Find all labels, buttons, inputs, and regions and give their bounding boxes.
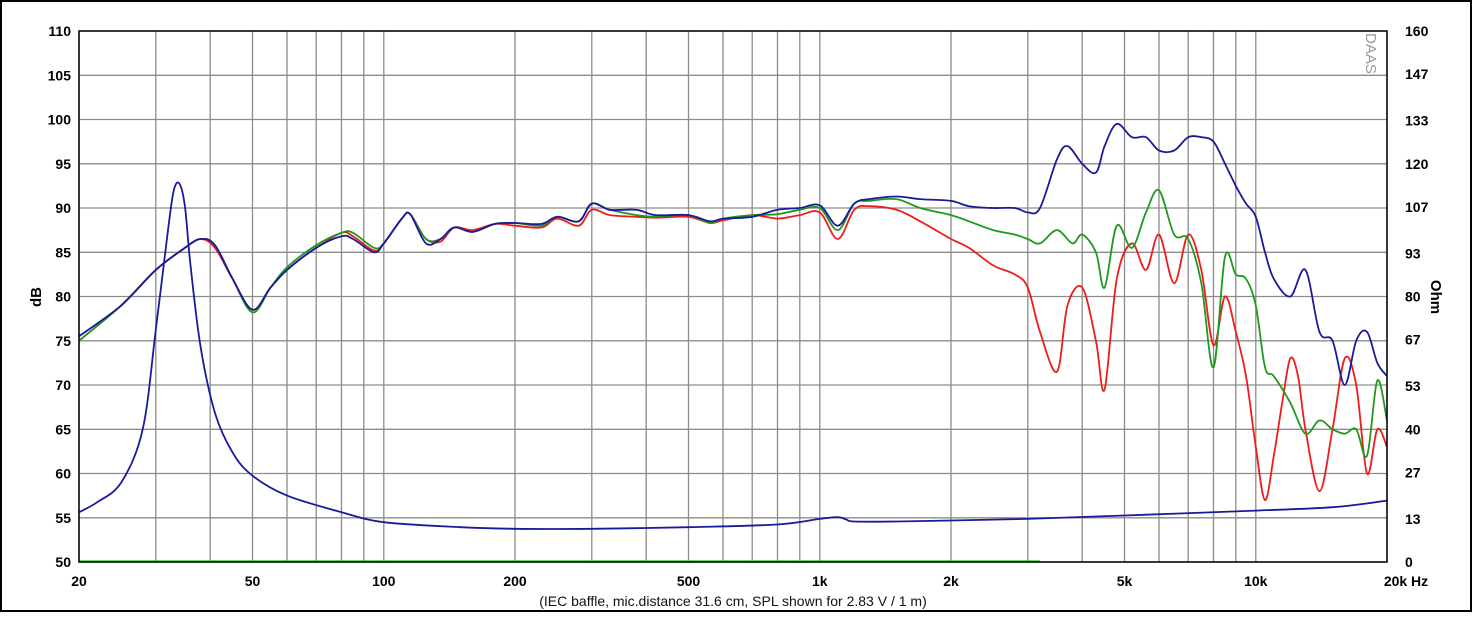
watermark: DAAS	[1362, 33, 1379, 74]
grid	[78, 30, 1388, 563]
y-tick-label: 95	[55, 156, 71, 172]
x-tick-label: 200	[503, 573, 527, 589]
y2-tick-label: 107	[1405, 199, 1429, 215]
y2-tick-label: 147	[1405, 66, 1429, 82]
y2-tick-label: 160	[1405, 23, 1429, 39]
y2-tick-label: 133	[1405, 113, 1429, 129]
y-tick-label: 55	[55, 510, 71, 526]
y-tick-label: 85	[55, 244, 71, 260]
x-tick-label: 1k	[812, 573, 828, 589]
x-tick-label: 10k	[1244, 573, 1268, 589]
x-tick-label: 20k Hz	[1384, 573, 1428, 589]
y2-tick-label: 0	[1405, 554, 1413, 570]
series-spl_green	[79, 188, 1387, 459]
y2-tick-label: 13	[1405, 511, 1421, 527]
y-tick-label: 100	[48, 112, 72, 128]
series-spl_red	[79, 204, 1387, 502]
x-tick-label: 500	[677, 573, 701, 589]
y2-tick-label: 27	[1405, 464, 1421, 480]
y2-axis-label: Ohm	[1427, 280, 1444, 314]
x-tick-label: 5k	[1117, 573, 1133, 589]
x-tick-label: 100	[372, 573, 396, 589]
y2-tick-label: 53	[1405, 378, 1421, 394]
y-tick-label: 90	[55, 200, 71, 216]
y2-tick-labels: 160 147 133 120 107 93 80 67 53 40 27 13 0	[1405, 23, 1429, 570]
y-tick-label: 110	[48, 23, 71, 39]
x-tick-label: 50	[245, 573, 261, 589]
y2-tick-label: 80	[1405, 289, 1421, 305]
y2-tick-label: 120	[1405, 156, 1429, 172]
chart-caption: (IEC baffle, mic.distance 31.6 cm, SPL s…	[539, 593, 927, 609]
x-tick-label: 20	[71, 573, 87, 589]
y-tick-label: 70	[55, 377, 71, 393]
y2-tick-label: 93	[1405, 245, 1421, 261]
y-tick-labels: 110 105 100 95 90 85 80 75 70 65 60 55 50	[48, 23, 72, 570]
y-tick-label: 105	[48, 67, 72, 83]
series-spl_blue	[79, 122, 1387, 386]
x-tick-label: 2k	[943, 573, 959, 589]
y-axis-label: dB	[28, 287, 45, 307]
x-tick-labels: 20 50 100 200 500 1k 2k 5k 10k 20k Hz	[71, 573, 1428, 589]
series-layer	[79, 122, 1387, 562]
y-tick-label: 75	[55, 333, 71, 349]
y2-tick-label: 40	[1405, 421, 1421, 437]
series-impedance	[79, 181, 1387, 530]
y-tick-label: 50	[55, 554, 71, 570]
y-tick-label: 65	[55, 421, 71, 437]
y-tick-label: 80	[55, 289, 71, 305]
y-tick-label: 60	[55, 466, 71, 482]
plot-frame	[78, 30, 1388, 563]
y2-tick-label: 67	[1405, 332, 1421, 348]
